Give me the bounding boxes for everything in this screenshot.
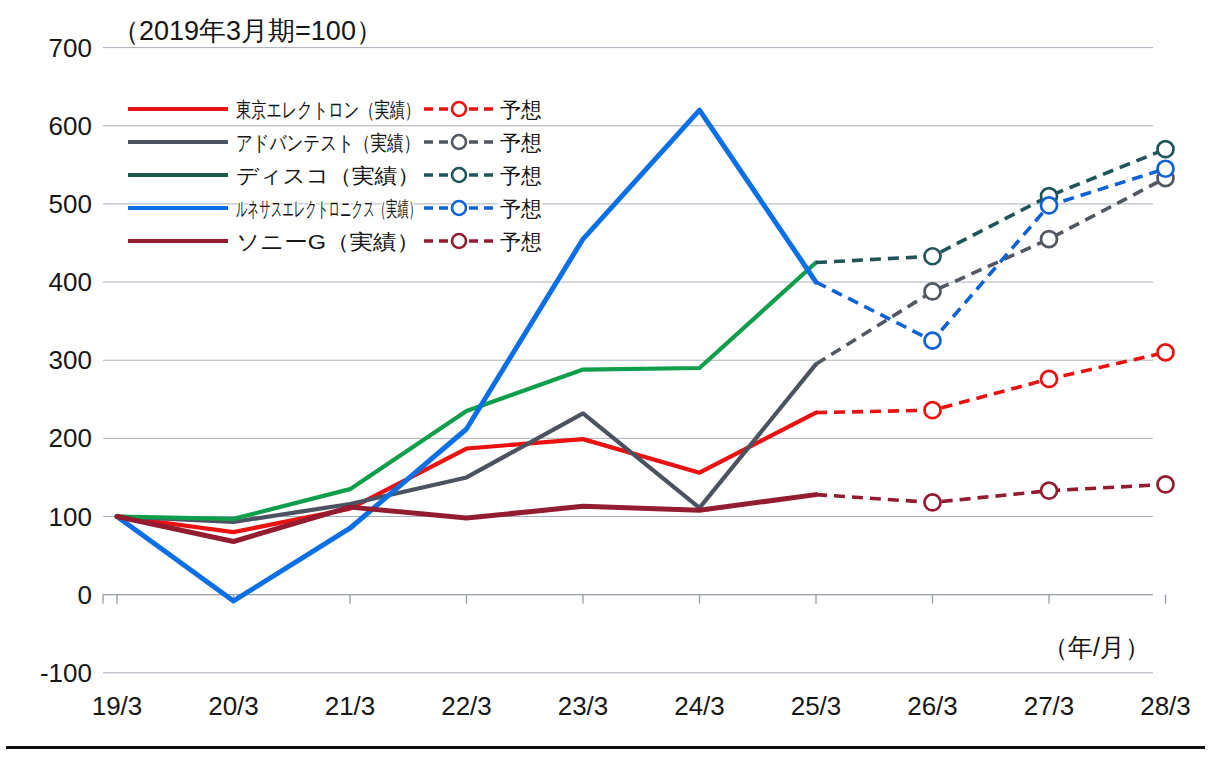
- x-axis-label-19/3: 19/3: [92, 691, 143, 721]
- legend-forecast-label-ソニーG: 予想: [500, 230, 542, 253]
- forecast-marker-東京エレクトロン-26/3: [925, 402, 941, 418]
- legend-forecast-label-ルネサスエレクトロニクス: 予想: [500, 197, 542, 220]
- legend-forecast-marker-東京エレクトロン: [452, 102, 466, 116]
- x-axis-label-24/3: 24/3: [674, 691, 725, 721]
- series-forecast-line-東京エレクトロン: [816, 352, 1166, 412]
- legend-forecast-marker-ルネサスエレクトロニクス: [452, 201, 466, 215]
- legend-actual-label-アドバンテスト: アドバンテスト（実績）: [236, 131, 420, 154]
- forecast-marker-東京エレクトロン-27/3: [1041, 371, 1057, 387]
- x-axis-label-26/3: 26/3: [907, 691, 958, 721]
- series-forecast-line-ディスコ: [816, 149, 1166, 262]
- bottom-divider-rule: [6, 746, 1205, 749]
- legend-actual-label-ソニーG: ソニーG（実績）: [236, 230, 420, 253]
- forecast-marker-ディスコ-28/3: [1158, 141, 1174, 157]
- forecast-marker-ルネサスエレクトロニクス-26/3: [925, 333, 941, 349]
- series-actual-line-アドバンテスト: [117, 364, 816, 522]
- legend-forecast-marker-ソニーG: [452, 234, 466, 248]
- y-axis-label-700: 700: [49, 33, 92, 63]
- legend-actual-label-ディスコ: ディスコ（実績）: [236, 164, 420, 187]
- x-axis-label-25/3: 25/3: [791, 691, 842, 721]
- stock-performance-line-chart: 700 600 500 400 300 200 100 0 -10019/3 20/3 21/3 22…: [0, 0, 1211, 757]
- series-forecast-line-ルネサスエレクトロニクス: [816, 169, 1166, 341]
- chart-container: 700 600 500 400 300 200 100 0 -10019/3 20/3 21/3 22…: [0, 0, 1211, 757]
- series-forecast-line-ソニーG: [816, 484, 1166, 502]
- y-axis-label-400: 400: [49, 267, 92, 297]
- series-actual-line-ディスコ: [117, 263, 816, 519]
- forecast-marker-ソニーG-26/3: [925, 494, 941, 510]
- legend-forecast-marker-ディスコ: [452, 168, 466, 182]
- legend-forecast-label-アドバンテスト: 予想: [500, 131, 542, 154]
- forecast-marker-ルネサスエレクトロニクス-27/3: [1041, 197, 1057, 213]
- x-axis-label-28/3: 28/3: [1140, 691, 1191, 721]
- x-axis-label-23/3: 23/3: [558, 691, 609, 721]
- y-axis-label-0: 0: [78, 580, 92, 610]
- forecast-marker-アドバンテスト-27/3: [1041, 231, 1057, 247]
- x-axis-unit-label: （年/月）: [1043, 633, 1150, 661]
- legend-forecast-marker-アドバンテスト: [452, 135, 466, 149]
- legend-actual-label-ルネサスエレクトロニクス: ルネサスエレクトロニクス（実績）: [236, 197, 420, 220]
- y-axis-label--100: -100: [40, 658, 92, 688]
- forecast-marker-アドバンテスト-26/3: [925, 283, 941, 299]
- x-axis-label-21/3: 21/3: [325, 691, 376, 721]
- x-axis-label-27/3: 27/3: [1024, 691, 1075, 721]
- y-axis-label-600: 600: [49, 111, 92, 141]
- forecast-marker-東京エレクトロン-28/3: [1158, 344, 1174, 360]
- x-axis-label-20/3: 20/3: [208, 691, 259, 721]
- legend-forecast-label-東京エレクトロン: 予想: [500, 98, 542, 121]
- y-axis-label-500: 500: [49, 189, 92, 219]
- legend-actual-label-東京エレクトロン: 東京エレクトロン（実績）: [236, 98, 420, 121]
- forecast-marker-ソニーG-28/3: [1158, 476, 1174, 492]
- forecast-marker-ソニーG-27/3: [1041, 483, 1057, 499]
- chart-title: （2019年3月期=100）: [112, 16, 383, 46]
- y-axis-label-200: 200: [49, 423, 92, 453]
- x-axis-label-22/3: 22/3: [441, 691, 492, 721]
- legend-forecast-label-ディスコ: 予想: [500, 164, 542, 187]
- forecast-marker-ルネサスエレクトロニクス-28/3: [1158, 161, 1174, 177]
- forecast-marker-ディスコ-26/3: [925, 248, 941, 264]
- y-axis-label-100: 100: [49, 502, 92, 532]
- y-axis-label-300: 300: [49, 345, 92, 375]
